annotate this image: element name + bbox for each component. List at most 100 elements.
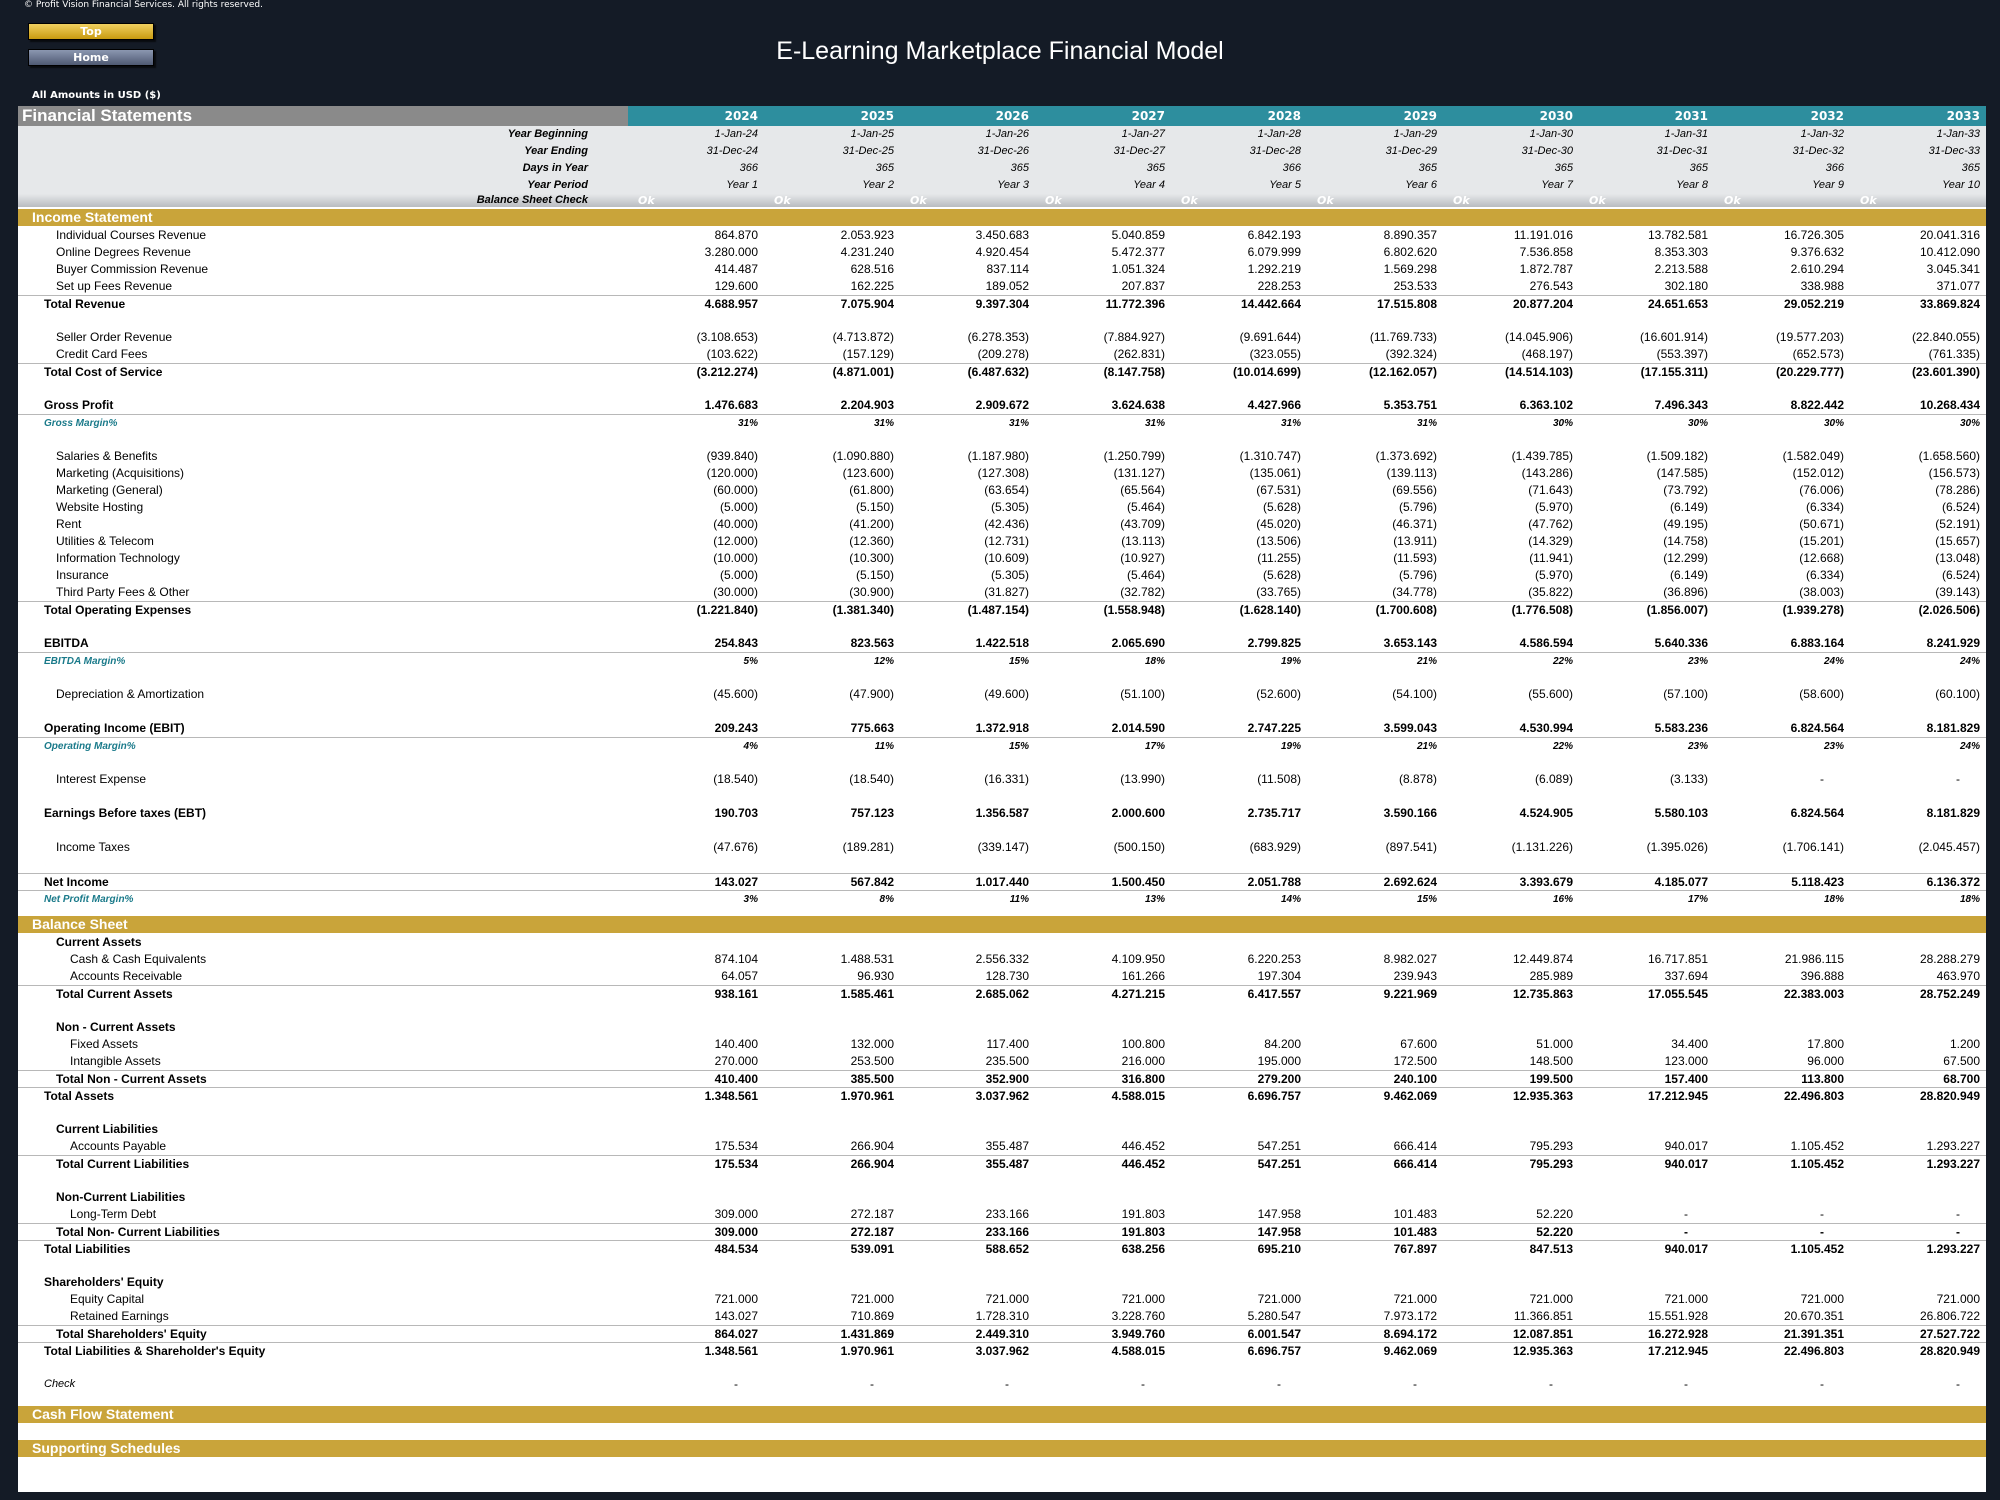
cell-value: (18.540) (849, 772, 894, 786)
row-label: Intangible Assets (70, 1054, 161, 1068)
row-label: Accounts Payable (70, 1139, 167, 1153)
cell-value: 254.843 (714, 636, 758, 650)
cell-value: 721.000 (1121, 1292, 1165, 1306)
table-row: Total Current Liabilities 175.534 266.904 3… (18, 1155, 1986, 1173)
home-button[interactable]: Home (28, 49, 154, 66)
row-values: (3.212.274) (4.871.001) (6.487.632) (8.147.… (628, 364, 1986, 381)
period-info-value: 31-Dec-26 (977, 145, 1029, 157)
cell-value: 129.600 (714, 279, 758, 293)
row-label: Third Party Fees & Other (56, 585, 190, 599)
cell-value: (4.871.001) (832, 365, 894, 379)
cell-value: (13.113) (1121, 534, 1165, 548)
period-info-value: 366 (1825, 162, 1844, 174)
cell-value: 24% (1959, 741, 1980, 752)
cell-value: 3.393.679 (1519, 875, 1573, 889)
row-label: Gross Profit (44, 398, 114, 412)
year-header-cell: 2025 (860, 109, 894, 123)
period-info-value: Year 6 (1405, 179, 1437, 191)
row-values: 874.104 1.488.531 2.556.332 4.109.950 6.220.… (628, 951, 1986, 968)
cell-value: 8.181.829 (1926, 721, 1980, 735)
row-label: Total Revenue (44, 297, 126, 311)
cell-value: 4.588.015 (1111, 1344, 1165, 1358)
cell-value: (30.900) (849, 585, 894, 599)
balance-sheet-header[interactable]: Balance Sheet (18, 916, 1986, 933)
cell-value: 484.534 (714, 1242, 758, 1256)
cell-value: 721.000 (1393, 1292, 1437, 1306)
cash-flow-statement-header[interactable]: Cash Flow Statement (18, 1406, 1986, 1423)
cell-value: 21.391.351 (1783, 1327, 1844, 1341)
cell-value: 938.161 (714, 987, 758, 1001)
cell-value: 4.524.905 (1519, 806, 1573, 820)
cell-value: (6.278.353) (967, 330, 1029, 344)
period-info-value: 366 (1282, 162, 1301, 174)
cell-value: 31% (873, 418, 894, 429)
cell-value: 128.730 (985, 969, 1029, 983)
cell-value: 3.590.166 (1383, 806, 1437, 820)
cell-value: 2.204.903 (840, 398, 894, 412)
row-values: 3% 8% 11% 13% 14% 15% 16% 17% 18% 18% (628, 891, 1986, 908)
cell-value: (73.792) (1663, 483, 1708, 497)
cell-value: (57.100) (1663, 687, 1708, 701)
period-info-value: 365 (1146, 162, 1165, 174)
balance-check-ok: Ok (638, 194, 655, 207)
table-row: Check - - - - - - - - - - (18, 1376, 1986, 1393)
cell-value: 6.696.757 (1247, 1344, 1301, 1358)
row-label: Net Profit Margin% (44, 894, 134, 905)
cell-value: 17.515.808 (1376, 297, 1437, 311)
row-values: 143.027 567.842 1.017.440 1.500.450 2.051.78… (628, 874, 1986, 891)
row-values: 938.161 1.585.461 2.685.062 4.271.215 6.417.… (628, 986, 1986, 1003)
income-statement-header[interactable]: Income Statement (18, 209, 1986, 226)
top-button[interactable]: Top (28, 23, 154, 40)
cell-value: 3.228.760 (1111, 1309, 1165, 1323)
period-info-value: 365 (1554, 162, 1573, 174)
cell-value: (6.149) (1669, 568, 1708, 582)
row-values: (47.676) (189.281) (339.147) (500.150) (683.… (628, 839, 1986, 856)
cell-value: 795.293 (1529, 1157, 1573, 1171)
cell-value: (11.508) (1257, 772, 1301, 786)
cell-value: (5.970) (1534, 568, 1573, 582)
cell-value: - (1820, 1377, 1824, 1391)
period-info-row: Year Beginning 1-Jan-24 1-Jan-25 1-Jan-26 1-… (18, 126, 1986, 143)
row-label: Shareholders' Equity (44, 1275, 164, 1289)
period-info-value: 365 (1010, 162, 1029, 174)
cell-value: 68.700 (1943, 1072, 1980, 1086)
row-label: Operating Income (EBIT) (44, 721, 185, 735)
cell-value: 1.051.324 (1111, 262, 1165, 276)
cell-value: 233.166 (985, 1207, 1029, 1221)
cell-value: (1.250.799) (1103, 449, 1165, 463)
cell-value: 10.268.434 (1919, 398, 1980, 412)
cell-value: (71.643) (1528, 483, 1573, 497)
cell-value: 31% (737, 418, 758, 429)
cell-value: (19.577.203) (1775, 330, 1844, 344)
cell-value: (1.582.049) (1782, 449, 1844, 463)
table-row: Depreciation & Amortization (45.600) (47.9… (18, 686, 1986, 703)
cell-value: (13.990) (1120, 772, 1165, 786)
table-row: Marketing (General) (60.000) (61.800) (63.6… (18, 482, 1986, 499)
cell-value: 355.487 (985, 1139, 1029, 1153)
row-values (628, 1189, 1986, 1206)
cell-value: 23% (1687, 656, 1708, 667)
cell-value: (683.929) (1249, 840, 1301, 854)
cell-value: 19% (1280, 656, 1301, 667)
cell-value: (6.334) (1805, 568, 1844, 582)
cell-value: (1.395.026) (1646, 840, 1708, 854)
cell-value: 1.293.227 (1926, 1157, 1980, 1171)
cell-value: (1.856.007) (1646, 603, 1708, 617)
cell-value: 21.986.115 (1784, 952, 1844, 966)
cell-value: (5.305) (990, 568, 1029, 582)
cell-value: (63.654) (984, 483, 1029, 497)
table-row: Buyer Commission Revenue 414.487 628.516 83… (18, 261, 1986, 278)
table-row: Current Assets (18, 934, 1986, 951)
period-info-label: Year Period (527, 179, 588, 191)
cell-value: (14.514.103) (1504, 365, 1573, 379)
table-row: Interest Expense (18.540) (18.540) (16.331)… (18, 771, 1986, 788)
cell-value: 721.000 (714, 1292, 758, 1306)
table-row: Rent (40.000) (41.200) (42.436) (43.709) (45.… (18, 516, 1986, 533)
cell-value: 5.580.103 (1654, 806, 1708, 820)
cell-value: - (1277, 1377, 1281, 1391)
supporting-schedules-header[interactable]: Supporting Schedules (18, 1440, 1986, 1457)
period-info-value: 31-Dec-30 (1521, 145, 1573, 157)
cell-value: (14.758) (1663, 534, 1708, 548)
cell-value: 16.717.851 (1647, 952, 1708, 966)
cell-value: 64.057 (721, 969, 758, 983)
